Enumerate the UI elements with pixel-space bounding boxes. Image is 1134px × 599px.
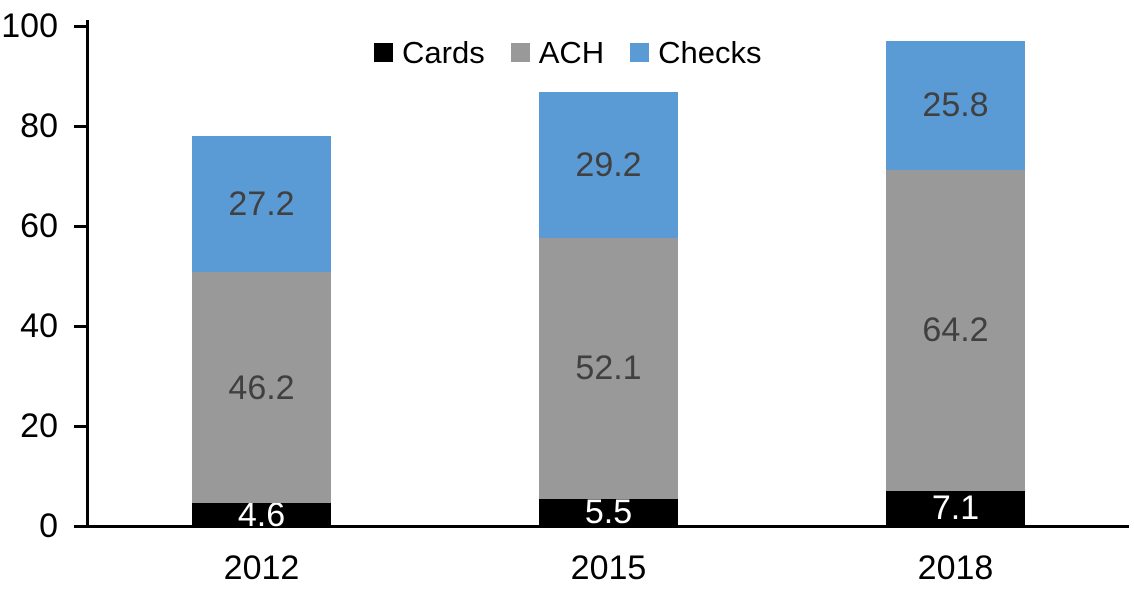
y-axis-line	[86, 20, 89, 528]
x-axis-line	[86, 525, 1129, 528]
y-tick-mark	[74, 424, 87, 428]
bar-value-label: 4.6	[237, 495, 286, 534]
legend-label: ACH	[538, 35, 605, 70]
x-axis-label-2015: 2015	[570, 549, 647, 587]
bar-value-label: 64.2	[922, 311, 989, 349]
bar-segment-ach-2015: 52.1	[539, 238, 678, 499]
bar-segment-checks-2015: 29.2	[539, 92, 678, 238]
bar-segment-ach-2018: 64.2	[886, 169, 1025, 491]
y-tick-mark	[74, 224, 87, 228]
legend-swatch-icon	[374, 43, 393, 62]
y-tick-label: 100	[1, 7, 58, 45]
y-tick-mark	[74, 524, 87, 528]
bar-segment-cards-2012: 4.6	[192, 498, 331, 532]
chart-legend: Cards ACH Checks	[374, 37, 762, 68]
bar-value-label: 25.8	[922, 86, 989, 124]
bar-value-label: 52.1	[575, 349, 642, 388]
y-tick-mark	[74, 324, 87, 328]
legend-swatch-icon	[630, 43, 650, 62]
legend-item-cards: Cards	[374, 37, 485, 68]
bar-value-label: 27.2	[228, 185, 295, 223]
legend-item-ach: ACH	[510, 35, 605, 70]
y-tick-label: 80	[20, 107, 58, 145]
bar-segment-cards-2018: 7.1	[886, 489, 1025, 528]
bar-segment-ach-2012: 46.2	[192, 272, 331, 503]
legend-swatch-icon	[510, 43, 530, 62]
legend-item-checks: Checks	[630, 35, 762, 70]
y-tick-label: 0	[39, 507, 58, 545]
bar-value-label: 5.5	[584, 493, 633, 532]
y-tick-mark	[74, 124, 87, 128]
y-tick-label: 60	[20, 207, 58, 245]
bar-segment-checks-2012: 27.2	[192, 136, 331, 272]
bar-segment-cards-2015: 5.5	[539, 495, 678, 529]
legend-label: Checks	[658, 35, 762, 70]
legend-label: Cards	[402, 35, 485, 70]
y-tick-label: 40	[20, 307, 58, 345]
x-axis-label-2012: 2012	[223, 549, 300, 587]
y-tick-mark	[74, 24, 87, 28]
x-axis-label-2018: 2018	[917, 549, 994, 587]
y-tick-label: 20	[20, 407, 58, 445]
bar-segment-checks-2018: 25.8	[886, 40, 1025, 170]
bar-value-label: 46.2	[228, 368, 295, 407]
bar-value-label: 29.2	[575, 146, 642, 184]
bar-value-label: 7.1	[931, 489, 980, 528]
